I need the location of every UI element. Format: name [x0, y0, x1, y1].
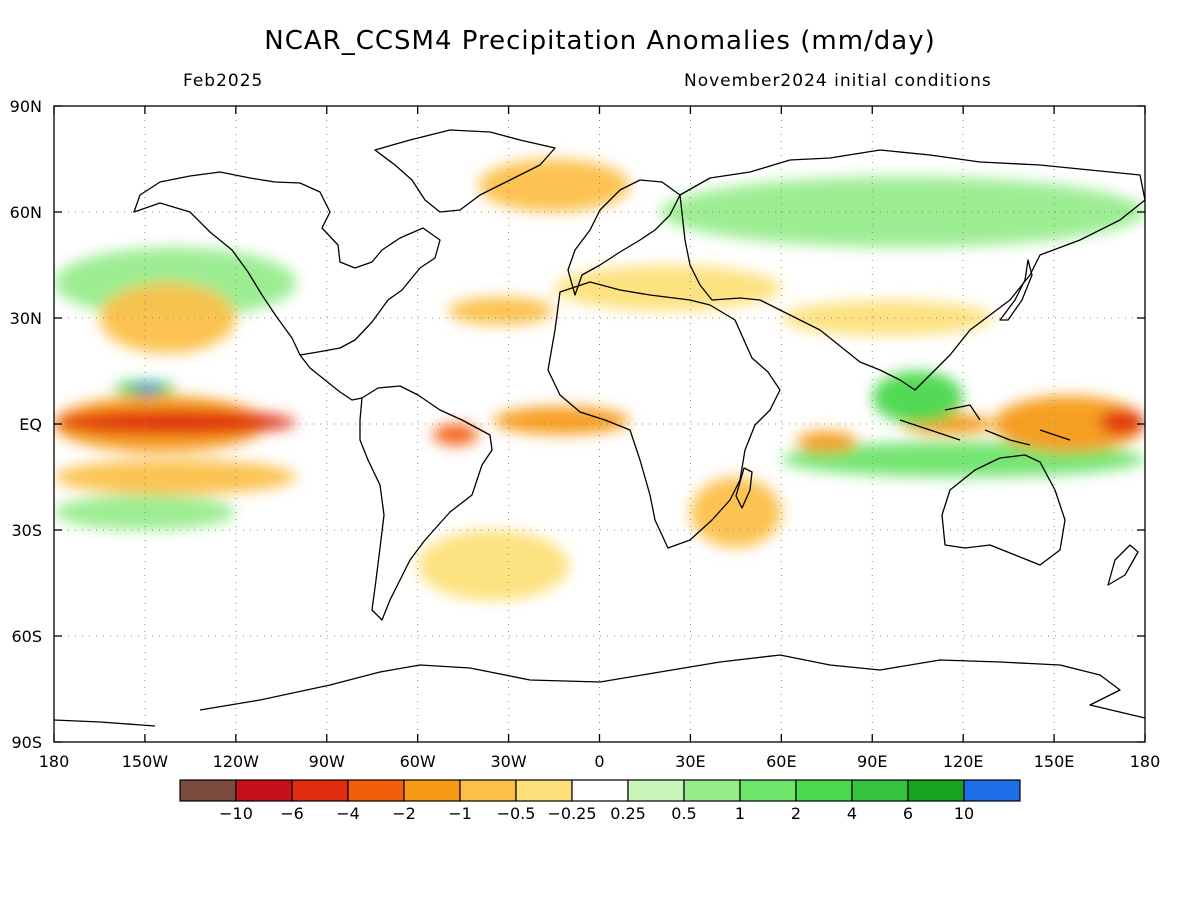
anomaly-region: [493, 406, 630, 435]
colorbar-swatch: [739, 779, 797, 802]
anomaly-region: [54, 459, 297, 495]
lon-tick-label: 90E: [857, 752, 887, 771]
anomaly-region: [447, 296, 555, 326]
anomaly-field: [54, 159, 1145, 654]
colorbar-label: −10: [219, 804, 253, 823]
colorbar-label: 1: [735, 804, 745, 823]
lat-tick-label: 60N: [10, 203, 42, 222]
lat-tick-label: 90N: [10, 97, 42, 116]
anomaly-region: [54, 618, 1145, 654]
colorbar-label: 4: [847, 804, 857, 823]
anomaly-region: [99, 282, 236, 354]
colorbar-swatch: [515, 779, 573, 802]
anomaly-region: [872, 371, 964, 424]
colorbar-label: 0.25: [610, 804, 646, 823]
anomaly-region: [417, 530, 570, 601]
anomaly-region: [1099, 409, 1145, 435]
colorbar-swatch: [627, 779, 685, 802]
colorbar-swatch: [347, 779, 405, 802]
anomaly-region: [54, 409, 297, 435]
lon-tick-label: 30E: [675, 752, 705, 771]
colorbar-label: 10: [954, 804, 974, 823]
colorbar-swatch: [179, 779, 237, 802]
lon-tick-label: 180: [39, 752, 70, 771]
valid-month-label: Feb2025: [183, 71, 264, 91]
colorbar-swatch: [963, 779, 1021, 802]
map-title: NCAR_CCSM4 Precipitation Anomalies (mm/d…: [264, 26, 936, 56]
lon-tick-label: 30W: [490, 752, 526, 771]
anomaly-region: [796, 431, 858, 453]
lon-tick-label: 60E: [766, 752, 796, 771]
colorbar-label: −4: [336, 804, 360, 823]
colorbar-swatch: [403, 779, 461, 802]
anomaly-region: [660, 176, 1145, 248]
lon-tick-label: 150E: [1034, 752, 1075, 771]
colorbar-label: 6: [903, 804, 913, 823]
anomaly-region: [135, 384, 161, 393]
colorbar-swatch: [683, 779, 741, 802]
colorbar-label: 0.5: [671, 804, 696, 823]
lat-tick-label: 30N: [10, 309, 42, 328]
lat-tick-label: 60S: [11, 627, 42, 646]
lon-tick-label: 60W: [400, 752, 436, 771]
lon-tick-label: 180: [1130, 752, 1161, 771]
lon-tick-label: 0: [594, 752, 604, 771]
colorbar-swatch: [795, 779, 853, 802]
lat-tick-label: 30S: [11, 521, 42, 540]
colorbar-swatch: [235, 779, 293, 802]
lon-tick-label: 120E: [943, 752, 984, 771]
colorbar-label: −6: [280, 804, 304, 823]
colorbar-label: −0.25: [547, 804, 596, 823]
colorbar-swatch: [571, 779, 629, 802]
latitude-axis: 90N 60N 30N EQ 30S 60S 90S: [10, 97, 1145, 752]
colorbar-label: −2: [392, 804, 416, 823]
colorbar-label: −1: [448, 804, 472, 823]
lon-tick-label: 120W: [213, 752, 260, 771]
colorbar-swatch: [851, 779, 909, 802]
coastlines: [53, 129, 1146, 727]
anomaly-region: [432, 424, 479, 446]
longitude-axis: 180 150W 120W 90W 60W 30W 0 30E 60E 90E 120E 150E 18…: [39, 106, 1161, 771]
init-conditions-label: November2024 initial conditions: [684, 71, 992, 91]
anomaly-region: [478, 159, 630, 212]
lat-tick-label: 90S: [11, 733, 42, 752]
lon-tick-label: 150W: [122, 752, 169, 771]
lat-tick-label: EQ: [19, 415, 42, 434]
anomaly-region: [690, 476, 782, 548]
colorbar-label: 2: [791, 804, 801, 823]
lon-tick-label: 90W: [309, 752, 345, 771]
colorbar-swatch: [291, 779, 349, 802]
colorbar: −10 −6 −4 −2 −1 −0.5 −0.25 0.25 0.5 1 2 4 6 10: [179, 779, 1021, 823]
colorbar-label: −0.5: [497, 804, 536, 823]
colorbar-swatch: [907, 779, 965, 802]
colorbar-swatch: [459, 779, 517, 802]
